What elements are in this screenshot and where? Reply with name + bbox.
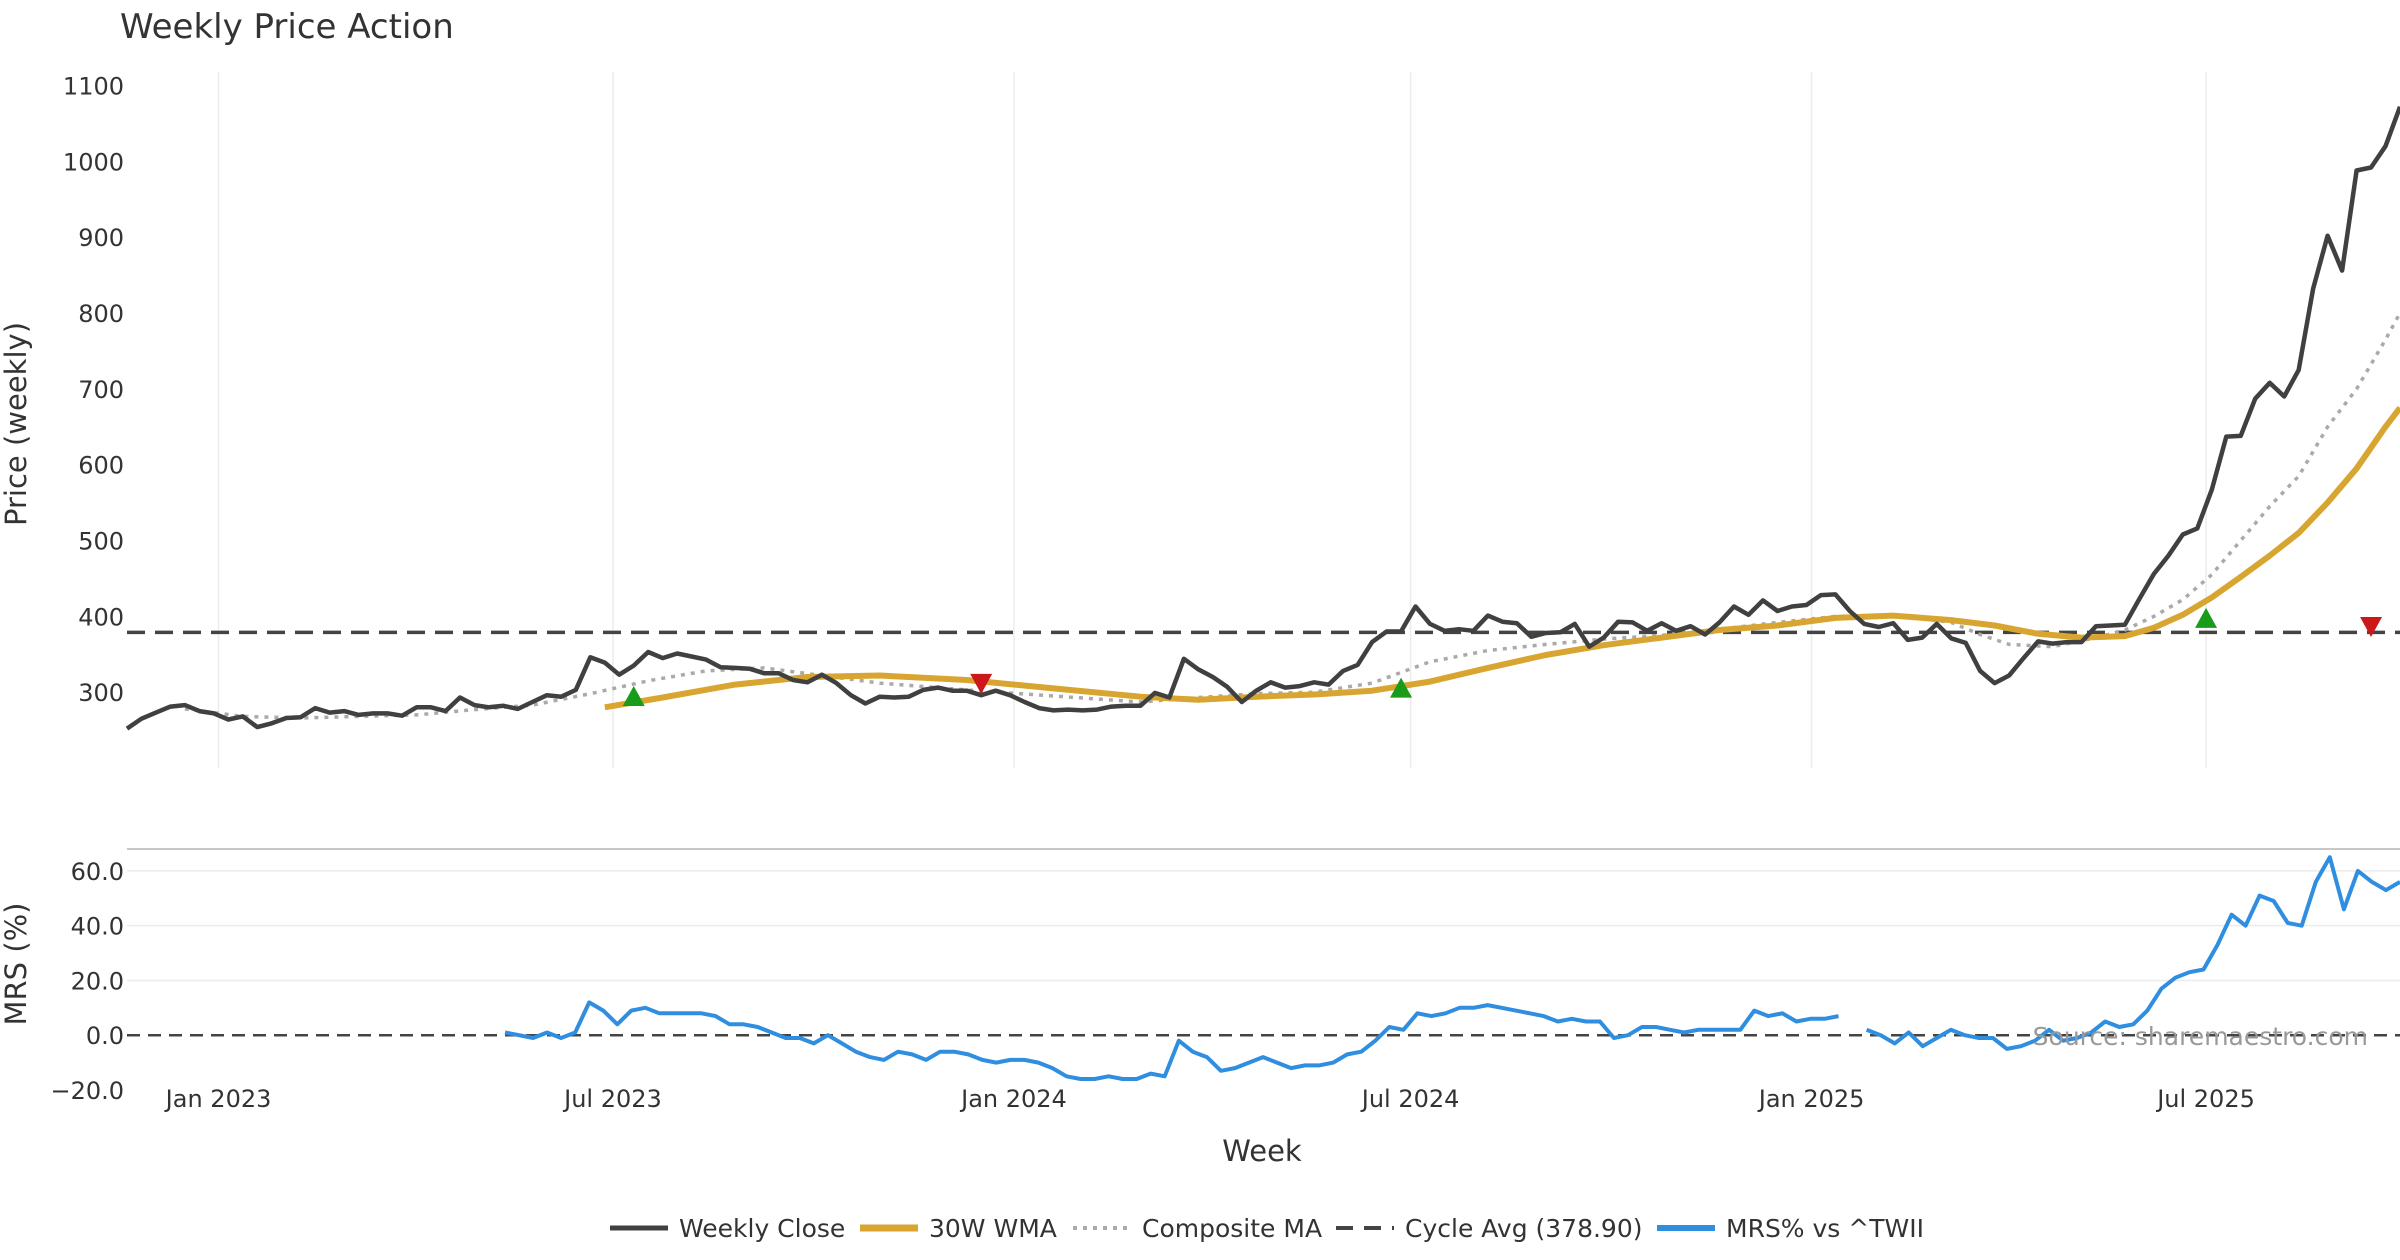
mrs-y-tick-label: −20.0	[50, 1077, 124, 1105]
source-annotation: Source: sharemaestro.com	[2033, 1022, 2368, 1051]
mrs-y-tick-label: 60.0	[71, 858, 124, 886]
legend: Weekly Close 30W WMA Composite MA Cycle …	[610, 1214, 1924, 1243]
mrs-y-tick-label: 40.0	[71, 913, 124, 941]
legend-label-mrs: MRS% vs ^TWII	[1726, 1214, 1924, 1243]
x-tick-label: Jul 2023	[562, 1085, 662, 1113]
legend-label-composite-ma: Composite MA	[1142, 1214, 1322, 1243]
composite-ma-line	[184, 312, 2400, 720]
mrs-y-tick-label: 20.0	[71, 967, 124, 995]
price-y-tick-label: 300	[78, 679, 124, 707]
chart-title: Weekly Price Action	[120, 7, 454, 47]
legend-label-weekly-close: Weekly Close	[679, 1214, 845, 1243]
x-tick-label: Jul 2025	[2155, 1085, 2255, 1113]
buy-signal-marker	[2195, 607, 2218, 628]
x-tick-label: Jan 2025	[1757, 1085, 1865, 1113]
price-y-tick-label: 1000	[63, 148, 124, 176]
price-axis-title: Price (weekly)	[0, 322, 33, 526]
mrs-line-segment	[504, 1000, 1839, 1081]
price-y-tick-label: 600	[78, 452, 124, 480]
grid-layer	[127, 72, 2400, 982]
mrs-line-segment	[1865, 855, 2400, 1051]
price-y-tick-label: 400	[78, 603, 124, 631]
sell-signal-marker	[970, 673, 993, 694]
weekly-close-line	[125, 106, 2400, 731]
buy-signal-marker	[622, 685, 645, 706]
legend-label-cycle-avg: Cycle Avg (378.90)	[1405, 1214, 1643, 1243]
x-tick-label: Jan 2024	[959, 1085, 1067, 1113]
x-tick-label: Jan 2023	[164, 1085, 272, 1113]
mrs-y-tick-label: 0.0	[86, 1022, 124, 1050]
price-y-tick-label: 500	[78, 528, 124, 556]
price-y-tick-label: 900	[78, 224, 124, 252]
price-y-tick-label: 700	[78, 376, 124, 404]
x-axis-title: Week	[1222, 1134, 1302, 1168]
mrs-axis-title: MRS (%)	[0, 903, 33, 1026]
sell-signal-marker	[2360, 616, 2383, 637]
wma-30w-line	[604, 405, 2400, 711]
x-tick-labels: Jan 2023 Jul 2023 Jan 2024 Jul 2024 Jan 2025…	[164, 1085, 2255, 1113]
series-layer	[125, 106, 2400, 1081]
y-tick-labels: 300 400 500 600 700 800 900 1000 1100 60.0 40.0 20.…	[50, 73, 124, 1105]
price-y-tick-label: 1100	[63, 73, 124, 101]
legend-label-30w-wma: 30W WMA	[929, 1214, 1057, 1243]
buy-signal-marker	[1390, 677, 1413, 698]
x-tick-label: Jul 2024	[1360, 1085, 1460, 1113]
price-y-tick-label: 800	[78, 300, 124, 328]
signal-markers	[622, 607, 2383, 706]
